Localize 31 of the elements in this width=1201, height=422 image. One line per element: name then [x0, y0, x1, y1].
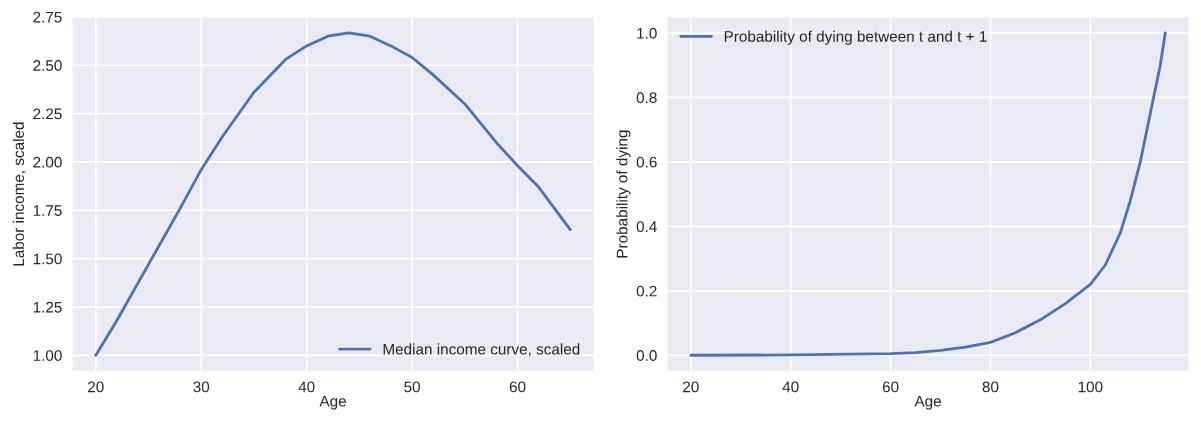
y-axis-title: Probability of dying — [616, 130, 631, 258]
y-tick-label: 2.25 — [33, 108, 62, 120]
y-tick-label: 1.0 — [637, 27, 657, 39]
y-tick-label: 0.4 — [636, 221, 657, 233]
x-axis-title: Age — [914, 395, 941, 410]
y-tick-label: 2.50 — [33, 60, 62, 71]
y-tick-label: 0.2 — [636, 285, 657, 297]
x-tick-label: 80 — [982, 381, 999, 393]
x-tick-label: 60 — [882, 381, 899, 393]
x-axis-title: Age — [319, 395, 346, 410]
x-tick-label: 20 — [683, 381, 699, 393]
y-tick-label: 1.25 — [33, 301, 62, 313]
x-tick-label: 50 — [404, 381, 421, 393]
x-tick-label: 40 — [298, 381, 315, 393]
y-tick-label: 0.0 — [636, 350, 657, 361]
y-tick-label: 1.75 — [33, 205, 62, 216]
y-tick-label: 2.75 — [33, 11, 62, 23]
x-tick-label: 30 — [193, 381, 210, 393]
y-tick-label: 2.00 — [33, 156, 62, 168]
x-tick-label: 60 — [509, 381, 526, 393]
legend-label: Probability of dying between t and t + 1 — [724, 30, 987, 45]
y-tick-label: 0.6 — [636, 156, 657, 168]
y-axis-title: Labor income, scaled — [12, 122, 26, 266]
x-tick-label: 100 — [1078, 381, 1103, 393]
x-tick-label: 20 — [88, 381, 104, 393]
y-tick-label: 1.00 — [33, 350, 62, 361]
y-tick-label: 0.8 — [636, 92, 657, 104]
line-series — [689, 31, 1167, 357]
x-tick-label: 40 — [782, 381, 799, 393]
legend-label: Median income curve, scaled — [383, 343, 580, 357]
y-tick-label: 1.50 — [33, 253, 62, 265]
